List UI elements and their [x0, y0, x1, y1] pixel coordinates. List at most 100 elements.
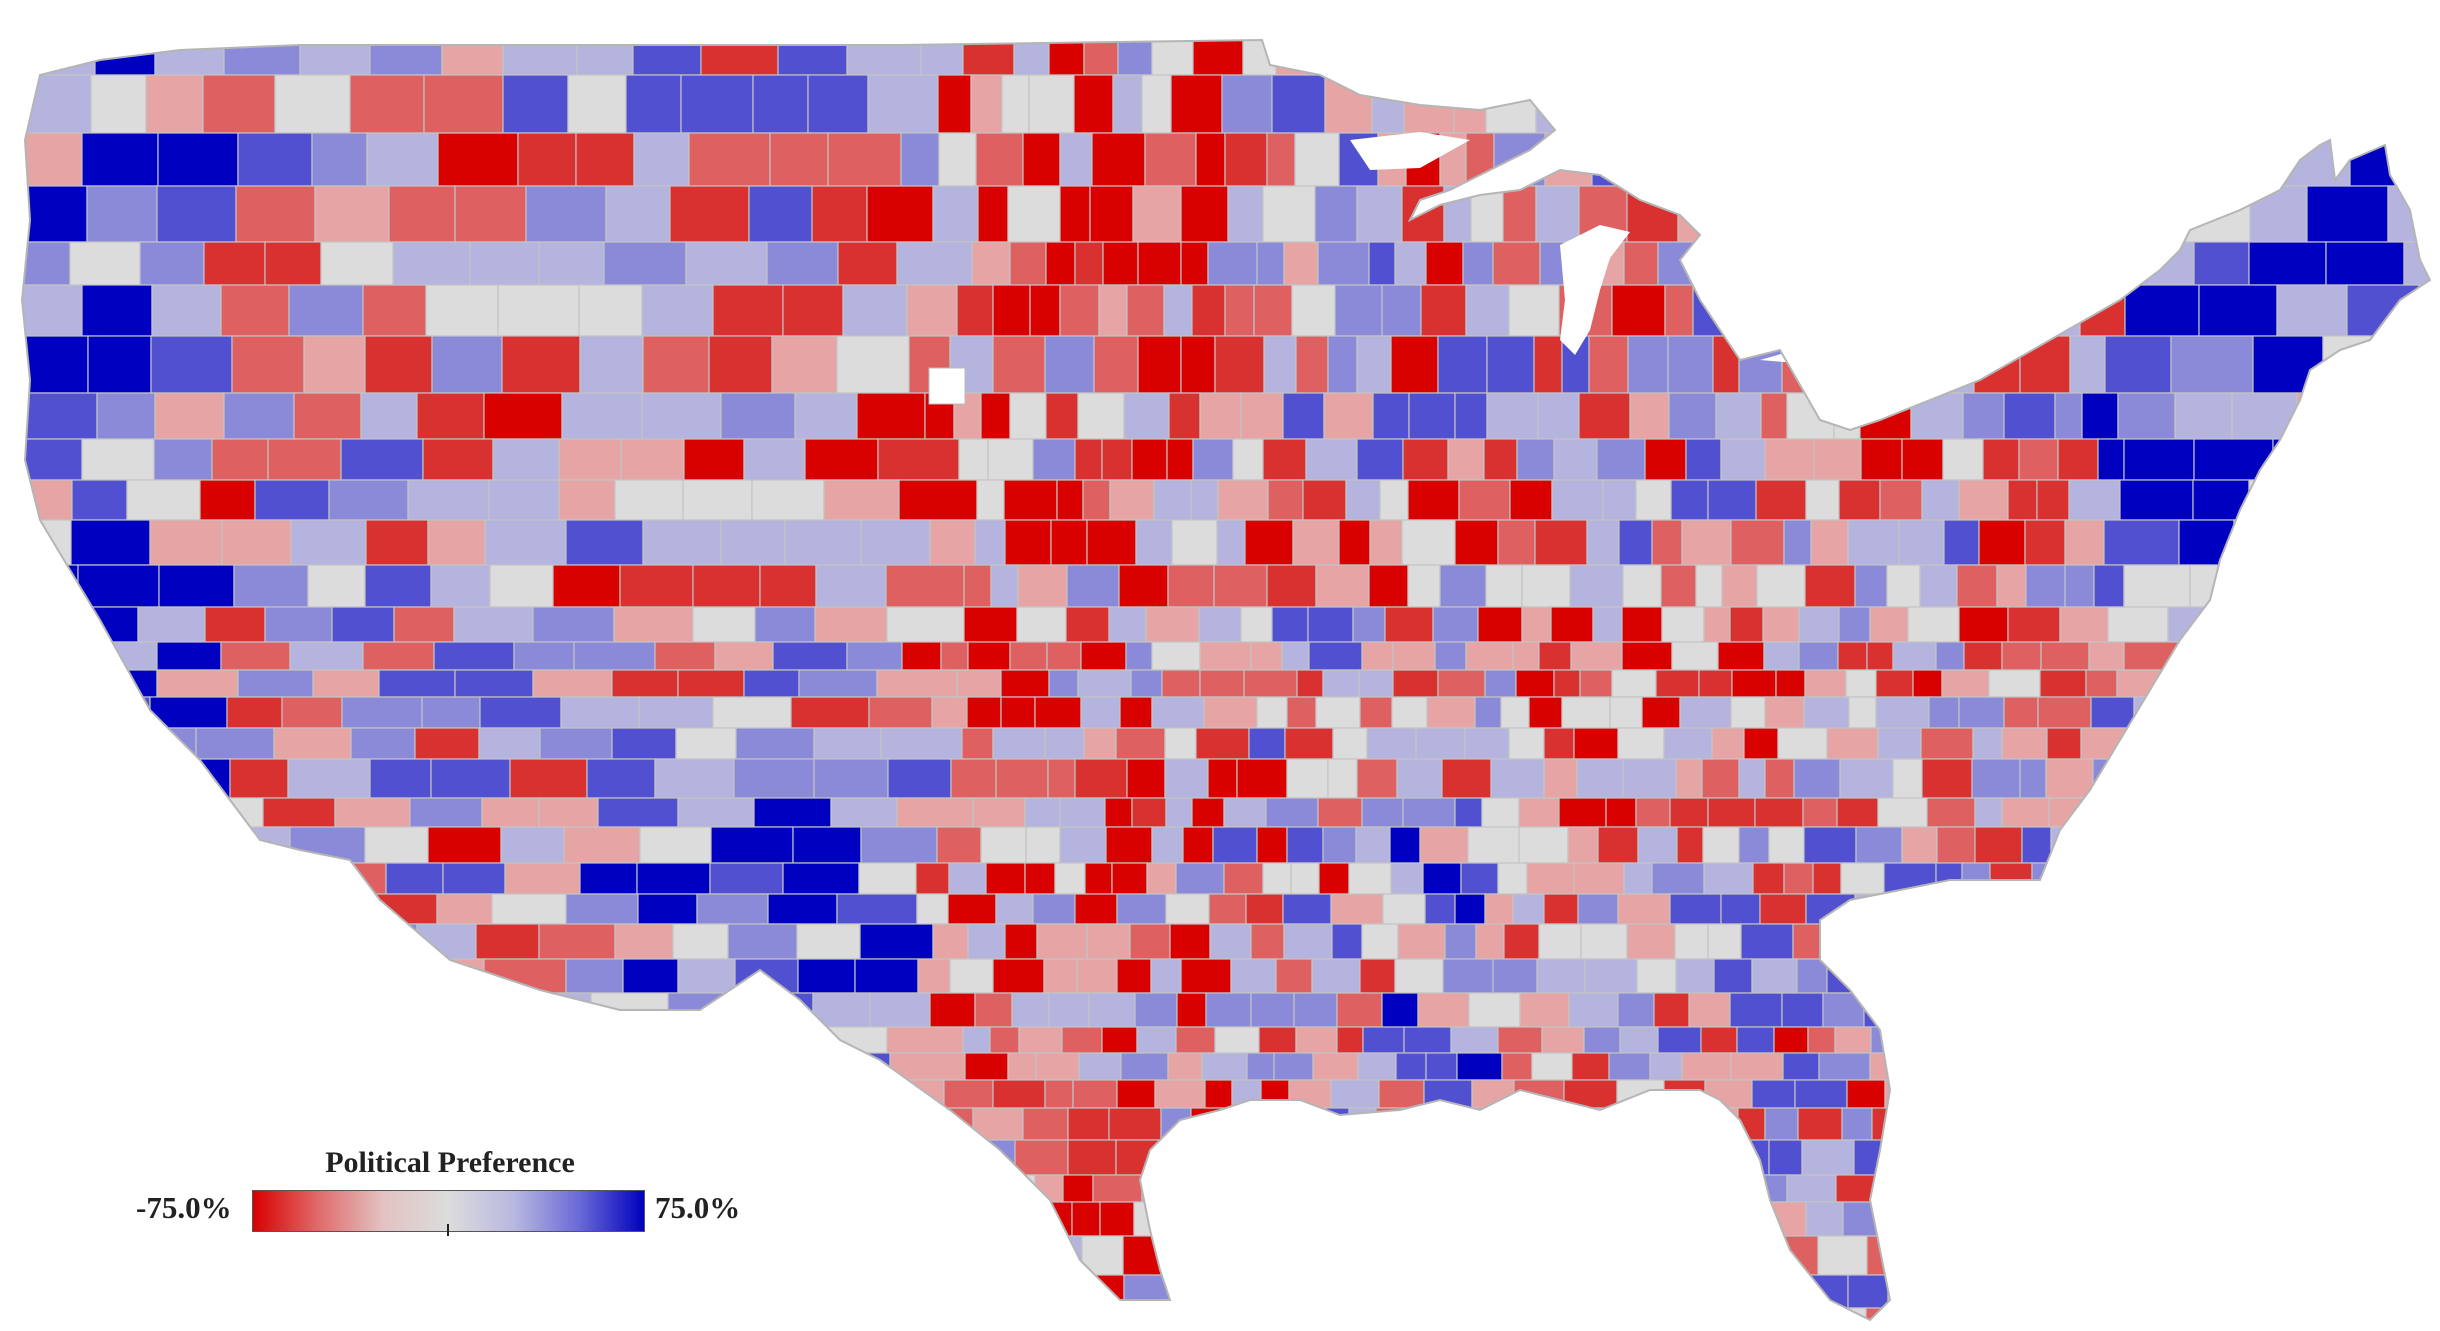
county-region: [2261, 1079, 2323, 1109]
county-region: [1450, 1026, 1499, 1054]
county-region: [264, 606, 333, 643]
county-region: [2003, 392, 2056, 440]
county-region: [1443, 1107, 1483, 1141]
county-region: [2110, 185, 2170, 243]
county-region: [1662, 74, 1695, 134]
county-region: [1165, 893, 1210, 925]
county-region: [545, 1235, 603, 1276]
county-region: [525, 185, 607, 243]
county-region: [1145, 606, 1200, 643]
county-region: [1936, 1079, 1966, 1109]
county-region: [1232, 438, 1264, 481]
county-region: [1667, 335, 1714, 394]
county-region: [538, 241, 605, 286]
county-region: [2418, 284, 2430, 337]
county-region: [2173, 1201, 2247, 1237]
county-region: [1958, 479, 2009, 521]
county-region: [886, 606, 965, 643]
county-region: [2083, 241, 2134, 286]
county-region: [2396, 826, 2430, 864]
county-region: [1670, 1274, 1725, 1309]
county-region: [683, 438, 745, 481]
county-region: [231, 335, 305, 394]
county-region: [1860, 438, 1903, 481]
county-region: [1960, 958, 1991, 994]
county-region: [860, 519, 931, 566]
county-region: [1260, 1079, 1290, 1109]
county-region: [641, 284, 714, 337]
county-region: [917, 958, 951, 994]
us-outline: [20, 38, 2432, 1322]
county-region: [1674, 923, 1709, 960]
county-region: [1550, 606, 1594, 643]
county-region: [1503, 923, 1540, 960]
county-region: [1596, 438, 1646, 481]
county-region: [1941, 1026, 1979, 1054]
county-region: [565, 958, 624, 994]
county-region: [1390, 862, 1424, 895]
county-region: [967, 641, 1011, 671]
county-region: [1920, 727, 1974, 760]
county-region: [1223, 797, 1267, 828]
county-region: [235, 185, 316, 243]
county-region: [1764, 758, 1795, 799]
county-region: [876, 1307, 942, 1320]
county-region: [1653, 992, 1690, 1028]
county-region: [1133, 1201, 1172, 1237]
county-region: [1331, 923, 1363, 960]
county-region: [199, 479, 256, 521]
county-region: [1801, 241, 1851, 286]
county-region: [1076, 958, 1118, 994]
county-region: [1108, 1107, 1162, 1141]
county-region: [1141, 1174, 1175, 1203]
county-region: [1786, 1174, 1837, 1203]
county-region: [1292, 519, 1340, 566]
county-region: [1645, 1107, 1673, 1141]
county-region: [2259, 826, 2333, 864]
county-region: [77, 862, 144, 895]
county-region: [642, 519, 722, 566]
county-region: [1847, 519, 1900, 566]
county-region: [637, 893, 698, 925]
county-region: [956, 669, 1002, 698]
county-region: [2232, 1274, 2296, 1309]
county-region: [2066, 862, 2096, 895]
county-region: [2072, 1174, 2116, 1203]
county-region: [1884, 74, 1925, 134]
county-region: [1032, 893, 1076, 925]
county-region: [976, 479, 1005, 521]
county-region: [1040, 1235, 1083, 1276]
county-region: [1543, 727, 1575, 760]
county-region: [2200, 758, 2280, 799]
county-region: [830, 797, 898, 828]
county-region: [1083, 727, 1117, 760]
county-region: [938, 132, 977, 187]
county-region: [1169, 923, 1211, 960]
county-region: [1240, 392, 1284, 440]
county-region: [868, 696, 933, 729]
county-region: [1044, 1079, 1074, 1109]
county-region: [1315, 564, 1370, 608]
county-region: [2235, 1174, 2299, 1203]
county-region: [2123, 641, 2184, 671]
county-region: [2346, 284, 2420, 337]
county-region: [307, 564, 366, 608]
county-region: [1269, 1201, 1318, 1237]
county-region: [1082, 479, 1111, 521]
county-region: [1423, 1079, 1473, 1109]
county-region: [1805, 893, 1856, 925]
county-region: [489, 564, 554, 608]
county-region: [1131, 797, 1167, 828]
county-region: [1127, 1307, 1156, 1320]
county-region: [1073, 74, 1114, 134]
county-region: [2276, 284, 2348, 337]
county-region: [2005, 1052, 2055, 1081]
county-region: [1905, 1139, 1942, 1176]
county-region: [731, 1079, 810, 1109]
county-region: [487, 1235, 547, 1276]
county-region: [481, 797, 540, 828]
county-region: [1964, 992, 2013, 1028]
county-region: [1541, 1174, 1589, 1203]
county-region: [1508, 284, 1560, 337]
county-region: [2000, 1107, 2049, 1141]
